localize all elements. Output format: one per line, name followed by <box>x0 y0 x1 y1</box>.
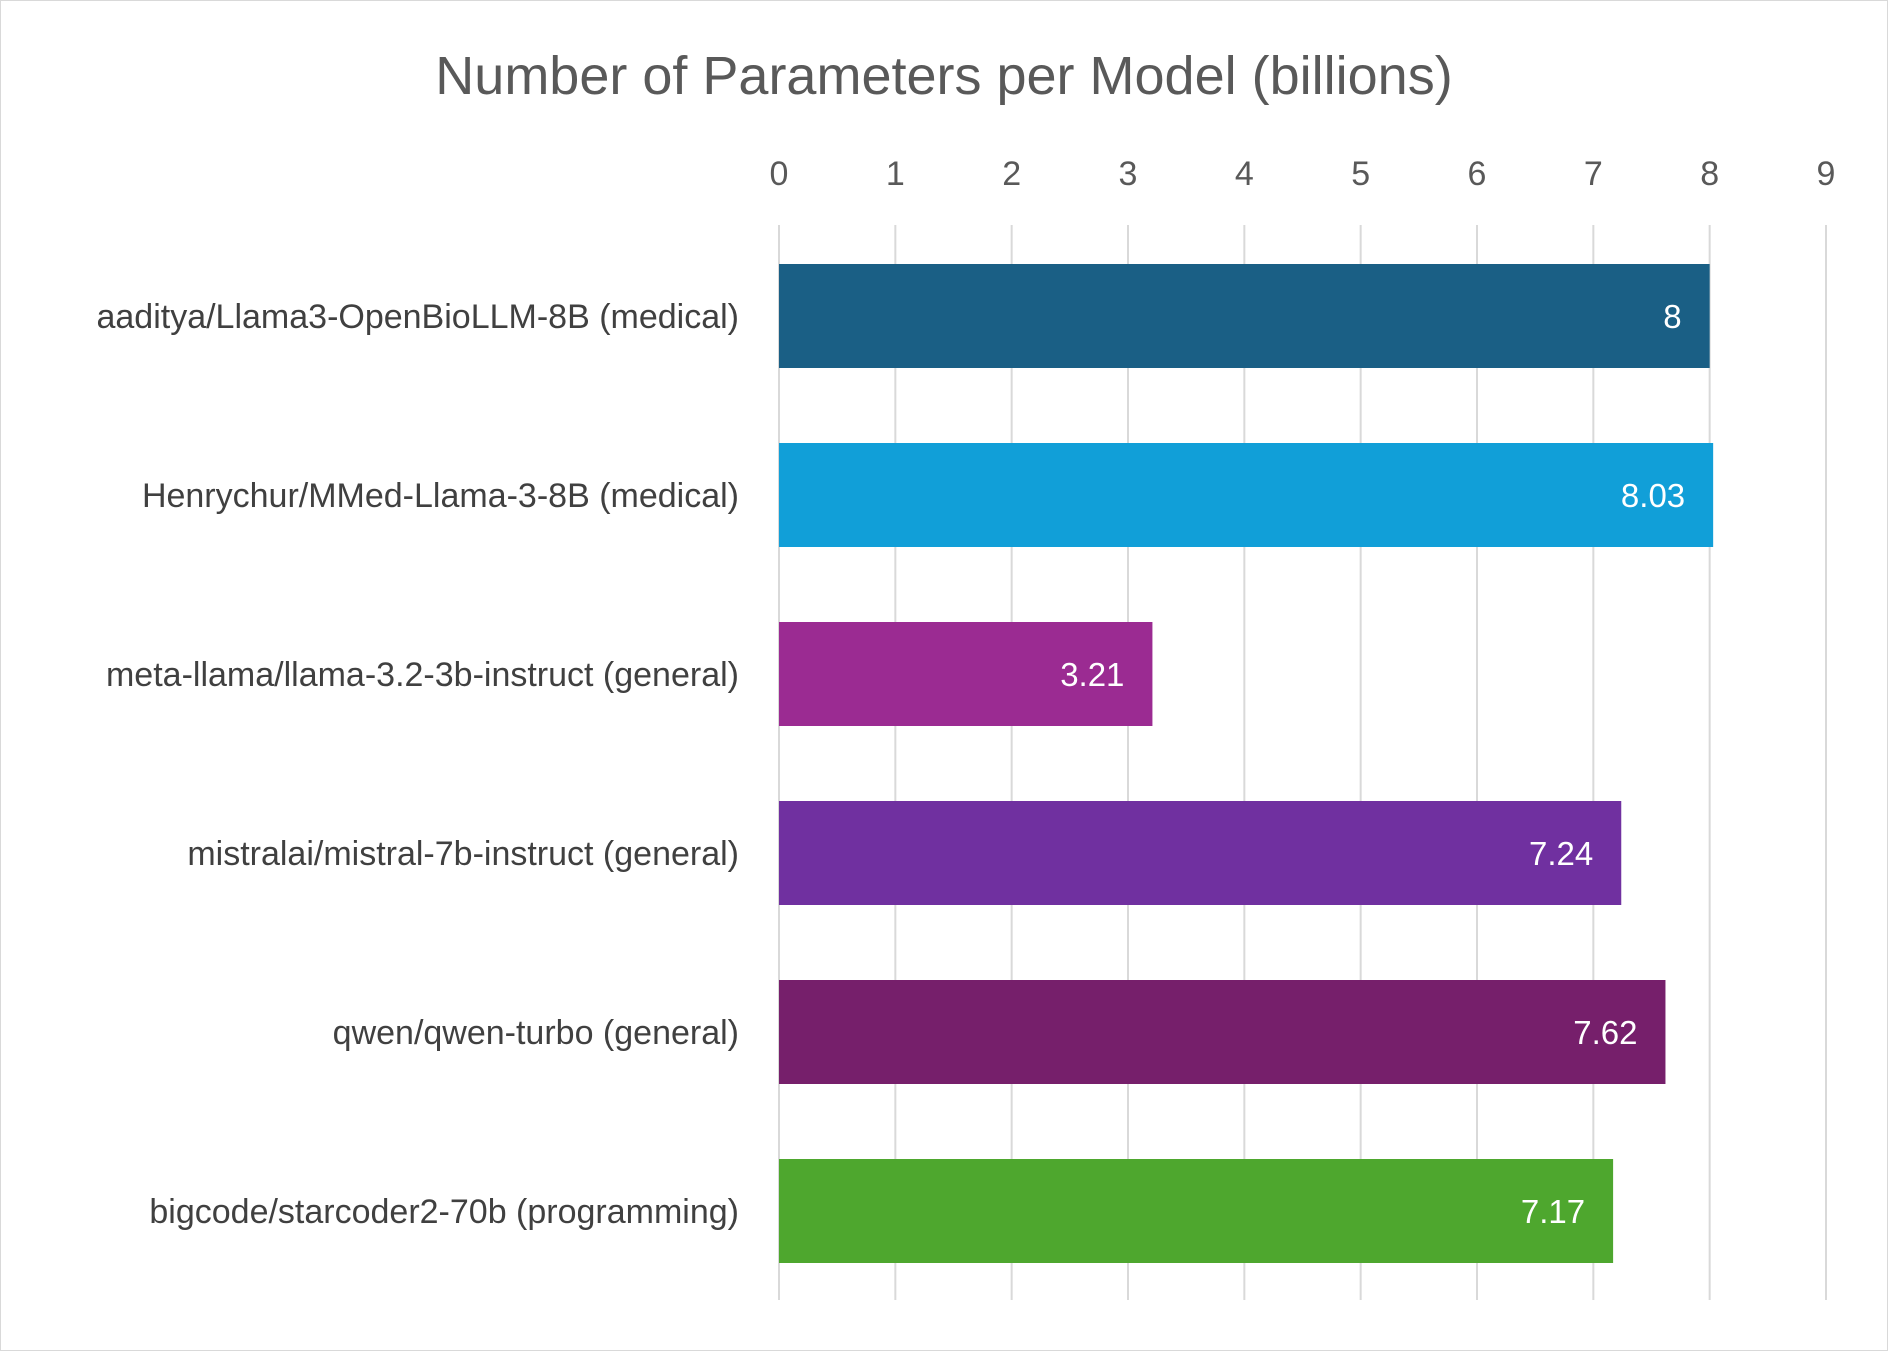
data-label: 8.03 <box>1621 477 1685 514</box>
category-label: qwen/qwen-turbo (general) <box>333 1014 739 1052</box>
category-label: aaditya/Llama3-OpenBioLLM-8B (medical) <box>96 298 739 336</box>
bar <box>779 980 1666 1084</box>
gridlines <box>778 225 1827 1300</box>
data-label: 8 <box>1663 298 1681 335</box>
bars <box>779 264 1714 1263</box>
bar <box>779 622 1153 726</box>
data-label: 3.21 <box>1060 656 1124 693</box>
chart-title: Number of Parameters per Model (billions… <box>435 46 1453 106</box>
x-tick-label: 9 <box>1817 155 1836 193</box>
data-labels: 8 8.03 3.21 7.24 7.62 7.17 <box>1060 298 1685 1230</box>
bar <box>779 264 1710 368</box>
data-label: 7.24 <box>1529 835 1593 872</box>
category-label: Henrychur/MMed-Llama-3-8B (medical) <box>142 477 739 515</box>
x-tick-label: 6 <box>1468 155 1487 193</box>
bar <box>779 801 1622 905</box>
bar <box>779 443 1714 547</box>
category-label: meta-llama/llama-3.2-3b-instruct (genera… <box>106 656 739 694</box>
x-tick-label: 1 <box>886 155 905 193</box>
category-label: bigcode/starcoder2-70b (programming) <box>149 1193 739 1231</box>
x-tick-label: 0 <box>770 155 789 193</box>
x-tick-label: 7 <box>1584 155 1603 193</box>
data-label: 7.62 <box>1573 1014 1637 1051</box>
x-tick-label: 3 <box>1119 155 1138 193</box>
x-tick-label: 5 <box>1351 155 1370 193</box>
x-tick-label: 2 <box>1002 155 1021 193</box>
category-labels: aaditya/Llama3-OpenBioLLM-8B (medical) He… <box>96 298 739 1231</box>
x-axis-tick-labels: 0 1 2 3 4 5 6 7 8 9 <box>770 155 1836 193</box>
category-label: mistralai/mistral-7b-instruct (general) <box>187 835 739 873</box>
bar <box>779 1159 1614 1263</box>
x-tick-label: 4 <box>1235 155 1254 193</box>
x-tick-label: 8 <box>1700 155 1719 193</box>
data-label: 7.17 <box>1521 1193 1585 1230</box>
